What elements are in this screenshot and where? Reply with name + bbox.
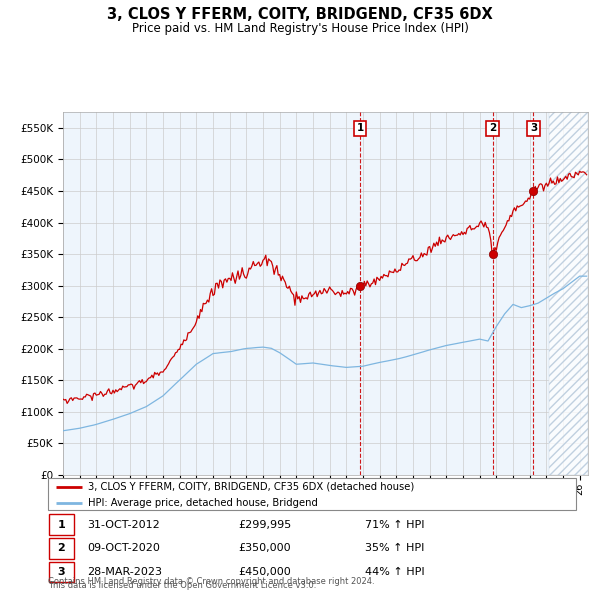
Text: 2: 2: [489, 123, 496, 133]
Text: 3, CLOS Y FFERM, COITY, BRIDGEND, CF35 6DX: 3, CLOS Y FFERM, COITY, BRIDGEND, CF35 6…: [107, 7, 493, 22]
Text: 35% ↑ HPI: 35% ↑ HPI: [365, 543, 424, 553]
Bar: [549, 112, 588, 475]
Text: HPI: Average price, detached house, Bridgend: HPI: Average price, detached house, Brid…: [88, 498, 317, 508]
Text: £350,000: £350,000: [238, 543, 291, 553]
Text: 2: 2: [58, 543, 65, 553]
Text: Price paid vs. HM Land Registry's House Price Index (HPI): Price paid vs. HM Land Registry's House …: [131, 22, 469, 35]
Text: This data is licensed under the Open Government Licence v3.0.: This data is licensed under the Open Gov…: [48, 581, 316, 590]
Text: 3, CLOS Y FFERM, COITY, BRIDGEND, CF35 6DX (detached house): 3, CLOS Y FFERM, COITY, BRIDGEND, CF35 6…: [88, 482, 414, 492]
Text: 3: 3: [530, 123, 537, 133]
Text: £299,995: £299,995: [238, 520, 292, 530]
Text: 71% ↑ HPI: 71% ↑ HPI: [365, 520, 424, 530]
Text: 3: 3: [58, 567, 65, 577]
Text: 31-OCT-2012: 31-OCT-2012: [88, 520, 160, 530]
Text: 28-MAR-2023: 28-MAR-2023: [88, 567, 163, 577]
FancyBboxPatch shape: [49, 514, 74, 535]
FancyBboxPatch shape: [49, 562, 74, 582]
Text: 09-OCT-2020: 09-OCT-2020: [88, 543, 160, 553]
FancyBboxPatch shape: [48, 478, 576, 510]
Text: 1: 1: [356, 123, 364, 133]
Text: £450,000: £450,000: [238, 567, 291, 577]
FancyBboxPatch shape: [49, 538, 74, 559]
Text: 1: 1: [58, 520, 65, 530]
Text: Contains HM Land Registry data © Crown copyright and database right 2024.: Contains HM Land Registry data © Crown c…: [48, 577, 374, 586]
Text: 44% ↑ HPI: 44% ↑ HPI: [365, 567, 424, 577]
